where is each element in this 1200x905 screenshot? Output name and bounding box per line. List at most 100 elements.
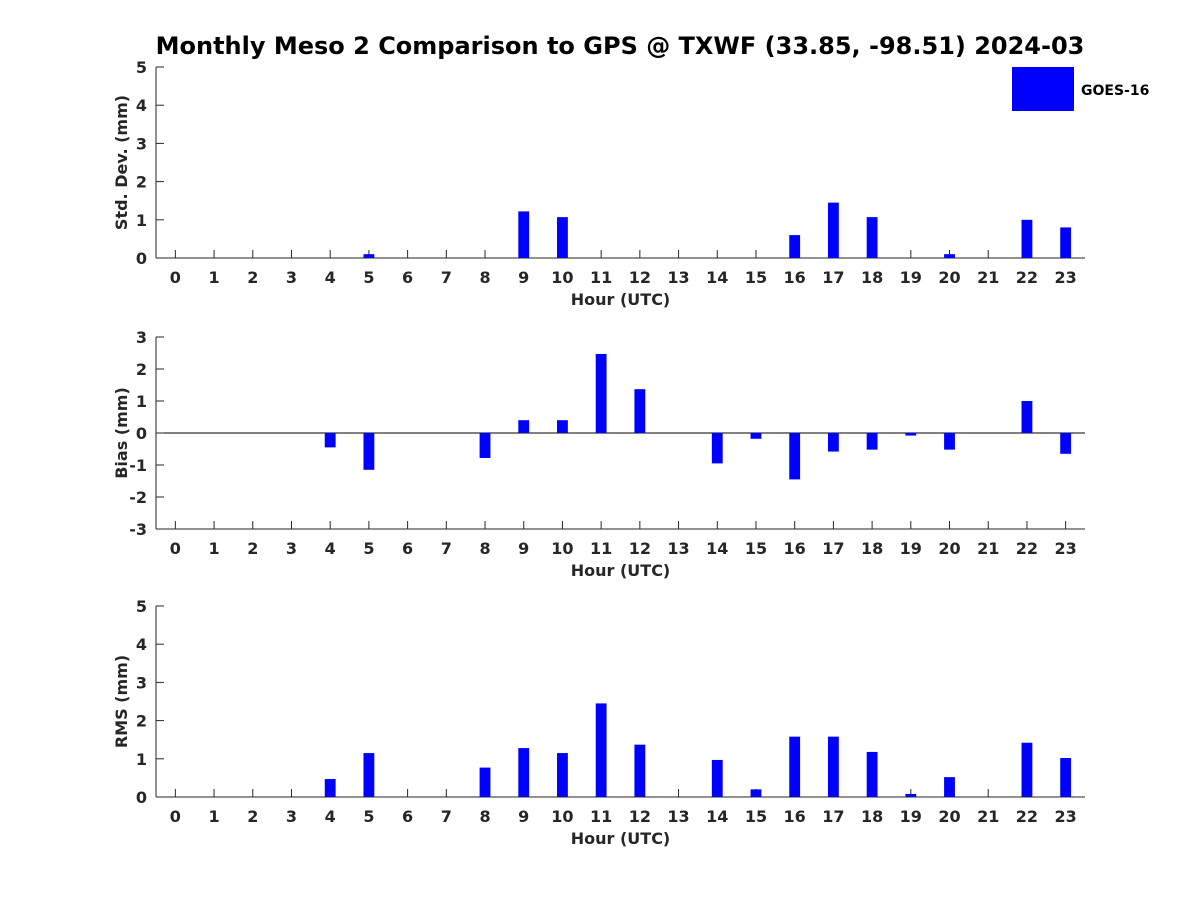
x-tick-label: 5 (363, 539, 374, 558)
bar (789, 433, 801, 480)
x-tick-label: 18 (861, 268, 883, 287)
x-tick-label: 10 (551, 807, 573, 826)
y-tick-label: -2 (129, 488, 147, 507)
x-tick-label: 21 (977, 268, 999, 287)
x-tick-label: 6 (402, 807, 413, 826)
x-tick-label: 7 (441, 807, 452, 826)
bar (324, 779, 336, 797)
bar (363, 254, 375, 258)
x-tick-label: 2 (247, 268, 258, 287)
x-tick-label: 9 (518, 539, 529, 558)
y-tick-label: 0 (136, 424, 147, 443)
y-tick-label: -1 (129, 456, 147, 475)
x-tick-label: 19 (900, 268, 922, 287)
y-tick-label: 2 (136, 712, 147, 731)
bar (1060, 758, 1072, 797)
bar (557, 217, 568, 258)
x-tick-label: 8 (479, 539, 490, 558)
bar (1060, 433, 1072, 454)
x-tick-label: 15 (745, 539, 767, 558)
bar (479, 767, 491, 797)
x-tick-label: 9 (518, 268, 529, 287)
x-tick-label: 15 (745, 268, 767, 287)
bar (827, 736, 839, 797)
x-tick-label: 8 (479, 807, 490, 826)
x-tick-label: 13 (667, 539, 689, 558)
x-tick-label: 6 (402, 268, 413, 287)
bar (518, 748, 530, 797)
x-tick-label: 14 (706, 807, 728, 826)
bar (595, 353, 607, 433)
x-tick-label: 20 (938, 807, 960, 826)
x-tick-label: 17 (822, 807, 844, 826)
y-tick-label: 4 (136, 96, 147, 115)
y-tick-label: 1 (136, 750, 147, 769)
x-tick-label: 22 (1016, 268, 1038, 287)
x-tick-label: 1 (208, 807, 219, 826)
bar (905, 433, 917, 436)
bar (827, 202, 839, 258)
bar (750, 433, 762, 439)
x-tick-label: 9 (518, 807, 529, 826)
x-tick-label: 19 (900, 807, 922, 826)
x-tick-label: 15 (745, 807, 767, 826)
x-tick-label: 20 (938, 268, 960, 287)
y-tick-label: 1 (136, 392, 147, 411)
bar (518, 211, 530, 258)
y-tick-label: 1 (136, 211, 147, 230)
bar (363, 433, 375, 470)
x-tick-label: 4 (325, 268, 336, 287)
bar (866, 217, 878, 258)
x-tick-label: 20 (938, 539, 960, 558)
x-tick-label: 4 (325, 807, 336, 826)
y-tick-label: 5 (136, 597, 147, 616)
x-tick-label: 16 (784, 539, 806, 558)
x-tick-label: 19 (900, 539, 922, 558)
y-tick-label: 3 (136, 134, 147, 153)
y-tick-label: 2 (136, 360, 147, 379)
x-tick-label: 6 (402, 539, 413, 558)
chart-title: Monthly Meso 2 Comparison to GPS @ TXWF … (156, 32, 1085, 60)
bar (1021, 401, 1033, 433)
y-tick-label: 3 (136, 328, 147, 347)
bar (1060, 227, 1072, 258)
bar (1021, 219, 1033, 258)
bar (557, 420, 568, 433)
bar (557, 753, 568, 797)
bar (866, 751, 878, 797)
x-tick-label: 0 (170, 539, 181, 558)
x-axis-label: Hour (UTC) (571, 290, 671, 309)
x-tick-label: 12 (629, 807, 651, 826)
x-tick-label: 23 (1055, 539, 1077, 558)
x-tick-label: 23 (1055, 807, 1077, 826)
x-tick-label: 22 (1016, 539, 1038, 558)
x-tick-label: 17 (822, 268, 844, 287)
x-tick-label: 11 (590, 807, 612, 826)
x-tick-label: 7 (441, 268, 452, 287)
bar (363, 753, 375, 797)
bar (518, 420, 530, 433)
x-tick-label: 17 (822, 539, 844, 558)
y-tick-label: 4 (136, 635, 147, 654)
x-tick-label: 11 (590, 268, 612, 287)
bar (944, 777, 955, 797)
bar (634, 744, 646, 797)
x-axis-label: Hour (UTC) (571, 829, 671, 848)
bar (944, 433, 955, 450)
x-tick-label: 21 (977, 539, 999, 558)
y-axis-label: Bias (mm) (112, 387, 131, 479)
bar (1021, 742, 1033, 797)
x-tick-label: 11 (590, 539, 612, 558)
bar (789, 235, 801, 258)
bar (827, 433, 839, 452)
x-tick-label: 10 (551, 268, 573, 287)
x-tick-label: 18 (861, 807, 883, 826)
x-tick-label: 1 (208, 539, 219, 558)
x-tick-label: 23 (1055, 268, 1077, 287)
legend-swatch (1012, 67, 1074, 111)
y-tick-label: 0 (136, 249, 147, 268)
